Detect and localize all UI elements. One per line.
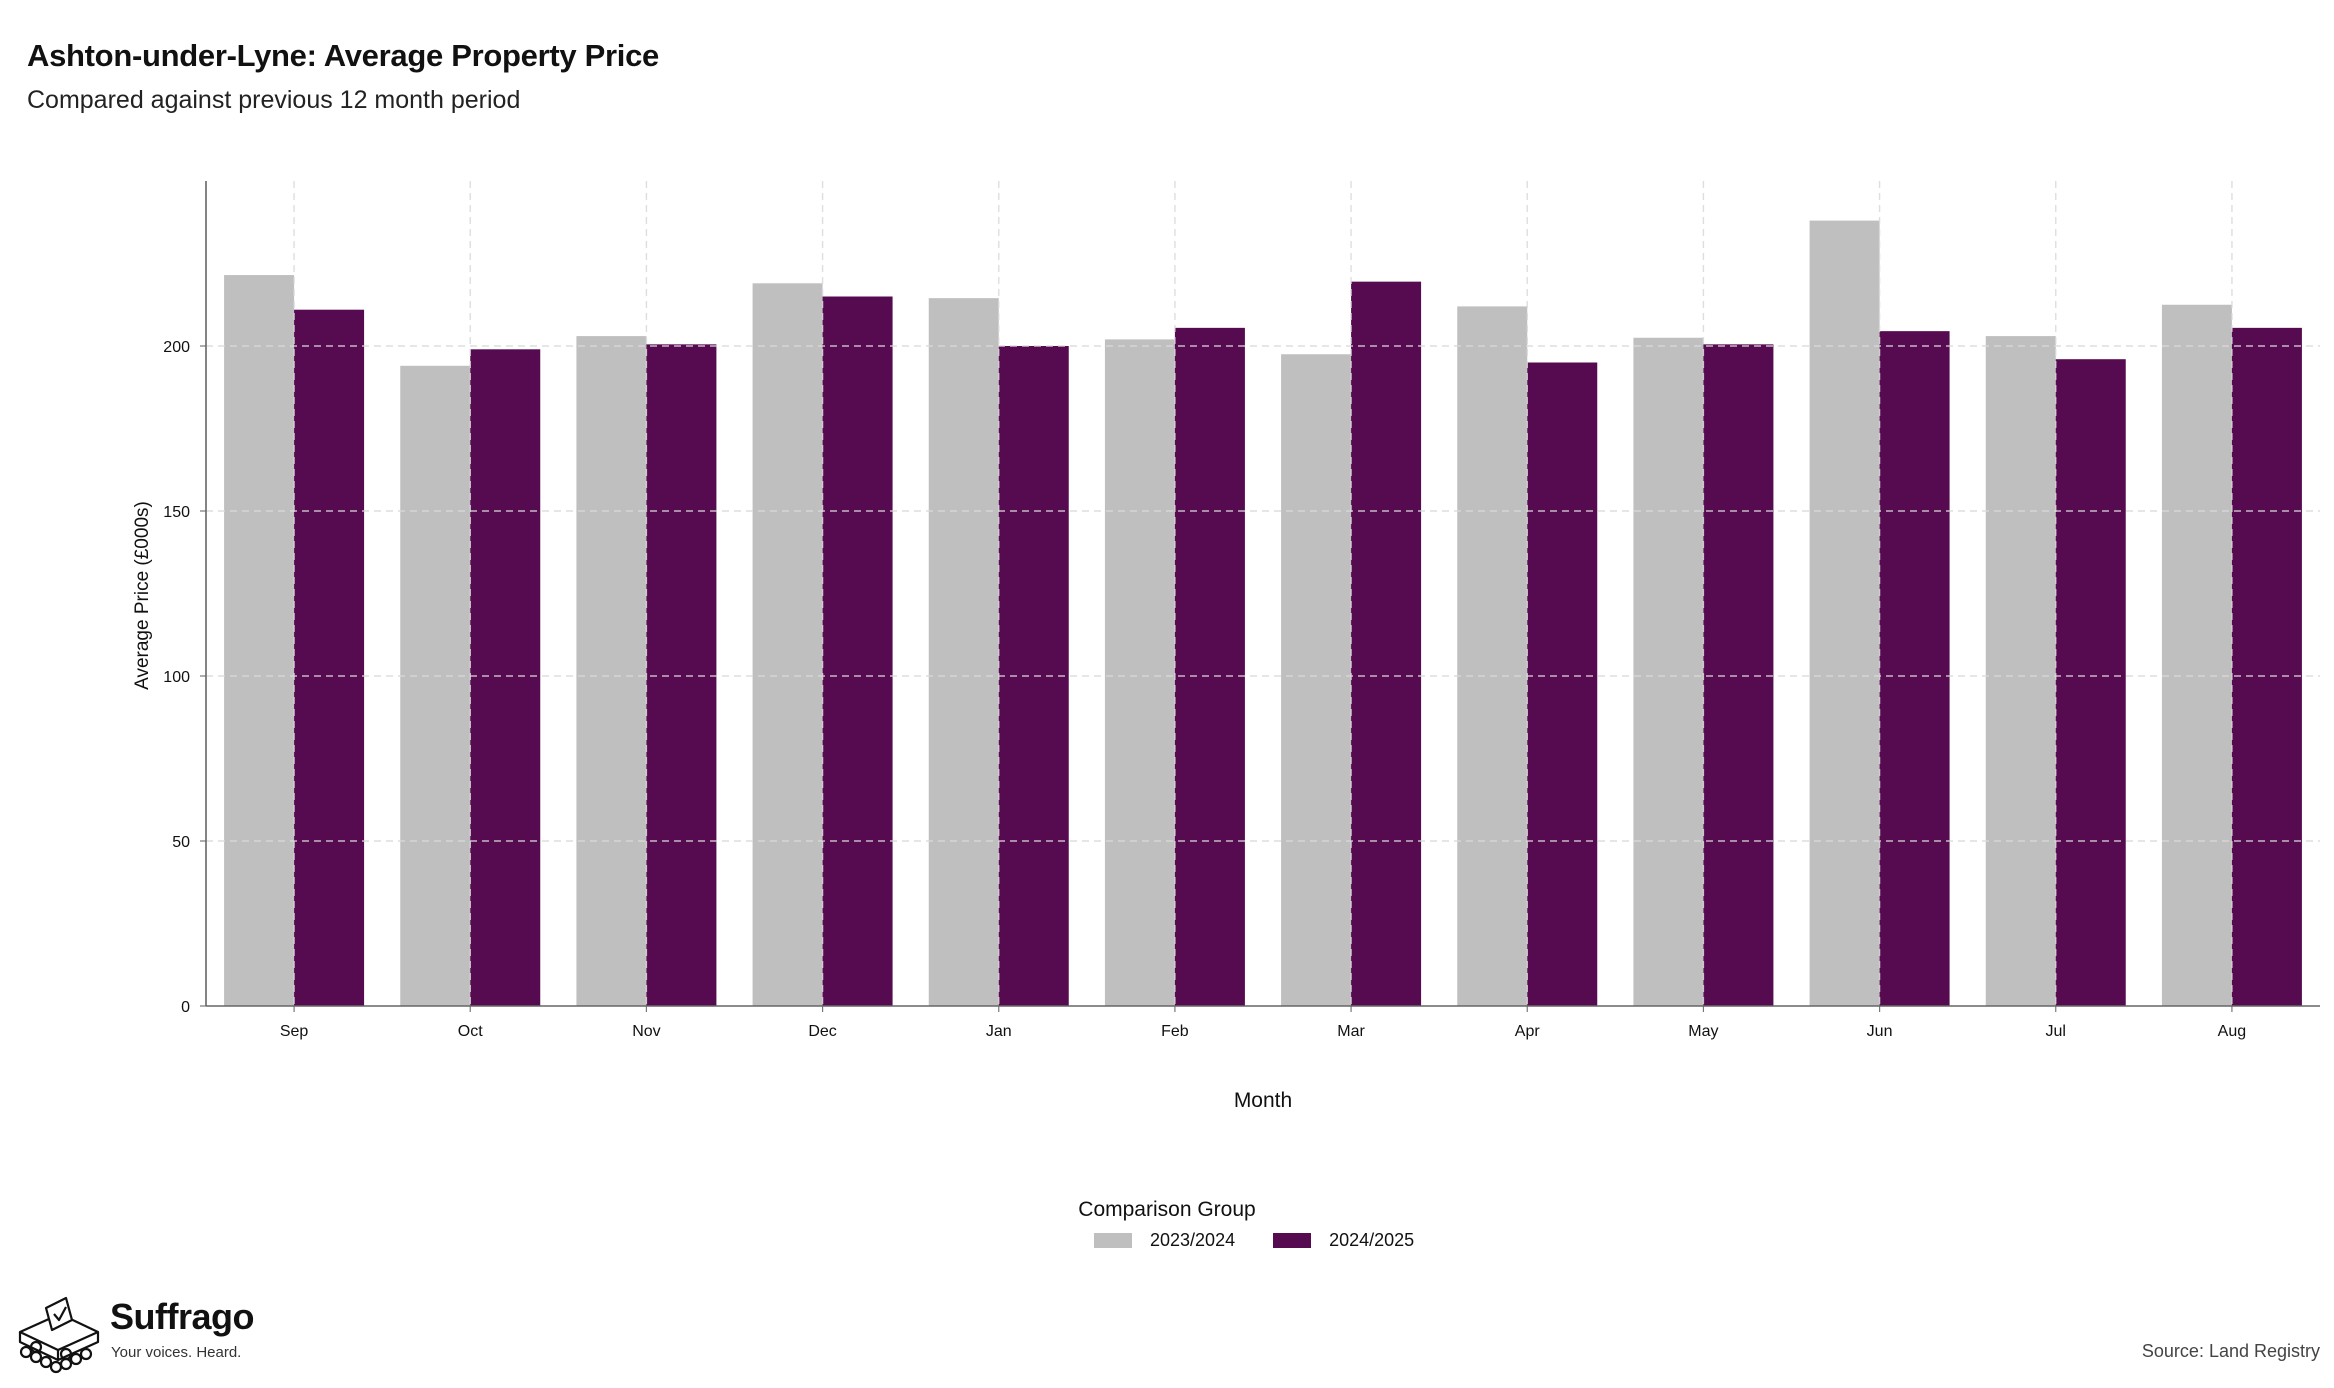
bar-sep-series-1 bbox=[224, 275, 295, 1006]
bar-nov-series-1 bbox=[576, 336, 647, 1007]
legend-item-series-2: 2024/2025 bbox=[1273, 1230, 1414, 1251]
y-tick-label-200: 200 bbox=[163, 339, 190, 356]
y-tick-label-150: 150 bbox=[163, 504, 190, 521]
bar-aug-series-1 bbox=[2161, 304, 2232, 1006]
legend-label-series-2: 2024/2025 bbox=[1329, 1230, 1415, 1250]
bar-mar-series-2 bbox=[1351, 281, 1422, 1006]
legend-label-series-1: 2023/2024 bbox=[1150, 1230, 1236, 1250]
legend: 2023/2024 2024/2025 bbox=[1094, 1230, 1452, 1251]
bar-oct-series-1 bbox=[400, 365, 471, 1006]
chart-subtitle: Compared against previous 12 month perio… bbox=[27, 86, 521, 114]
x-tick-label-feb: Feb bbox=[1161, 1023, 1189, 1040]
x-axis-title: Month bbox=[1234, 1089, 1292, 1112]
bar-may-series-2 bbox=[1703, 344, 1774, 1007]
legend-swatch-series-1 bbox=[1094, 1233, 1132, 1248]
bar-nov-series-2 bbox=[646, 344, 717, 1007]
x-tick-label-nov: Nov bbox=[632, 1023, 660, 1040]
bar-sep-series-2 bbox=[294, 309, 365, 1006]
bar-dec-series-2 bbox=[822, 296, 893, 1006]
y-axis-title: Average Price (£000s) bbox=[132, 501, 153, 690]
x-tick-label-dec: Dec bbox=[808, 1023, 836, 1040]
bar-mar-series-1 bbox=[1281, 354, 1352, 1006]
x-tick-label-jun: Jun bbox=[1867, 1023, 1893, 1040]
legend-swatch-series-2 bbox=[1273, 1233, 1312, 1248]
x-tick-label-oct: Oct bbox=[458, 1023, 483, 1040]
x-tick-label-sep: Sep bbox=[280, 1023, 309, 1040]
chart-title: Ashton-under-Lyne: Average Property Pric… bbox=[27, 38, 659, 73]
bar-dec-series-1 bbox=[752, 283, 823, 1006]
bar-jul-series-1 bbox=[1985, 336, 2056, 1007]
bar-aug-series-2 bbox=[2231, 327, 2302, 1007]
bar-oct-series-2 bbox=[470, 349, 541, 1006]
bar-jun-series-2 bbox=[1879, 331, 1950, 1006]
ballot-box-logo-icon bbox=[18, 1296, 100, 1374]
bar-jan-series-1 bbox=[928, 298, 999, 1006]
bar-jul-series-2 bbox=[2055, 359, 2126, 1006]
bar-jun-series-1 bbox=[1809, 220, 1880, 1007]
x-tick-label-jul: Jul bbox=[2046, 1023, 2066, 1040]
x-tick-label-jan: Jan bbox=[986, 1023, 1012, 1040]
legend-title: Comparison Group bbox=[1078, 1198, 1256, 1221]
x-tick-label-aug: Aug bbox=[2218, 1023, 2246, 1040]
bar-apr-series-2 bbox=[1527, 362, 1598, 1006]
bar-feb-series-2 bbox=[1174, 327, 1245, 1007]
x-tick-label-apr: Apr bbox=[1515, 1023, 1541, 1040]
legend-item-series-1: 2023/2024 bbox=[1094, 1230, 1235, 1251]
y-tick-label-50: 50 bbox=[172, 834, 190, 851]
brand-tagline: Your voices. Heard. bbox=[111, 1344, 242, 1361]
bar-feb-series-1 bbox=[1104, 339, 1175, 1006]
x-tick-label-may: May bbox=[1688, 1023, 1718, 1040]
y-tick-label-100: 100 bbox=[163, 669, 190, 686]
x-tick-label-mar: Mar bbox=[1337, 1023, 1365, 1040]
y-tick-label-0: 0 bbox=[181, 999, 190, 1016]
brand-name: Suffrago bbox=[110, 1296, 255, 1337]
bar-apr-series-1 bbox=[1457, 306, 1528, 1006]
source-note: Source: Land Registry bbox=[2141, 1341, 2320, 1361]
bar-may-series-1 bbox=[1633, 337, 1704, 1006]
